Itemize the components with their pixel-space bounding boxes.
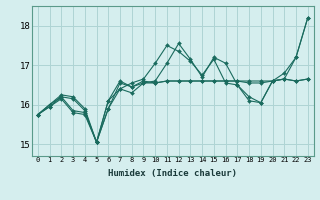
- X-axis label: Humidex (Indice chaleur): Humidex (Indice chaleur): [108, 169, 237, 178]
